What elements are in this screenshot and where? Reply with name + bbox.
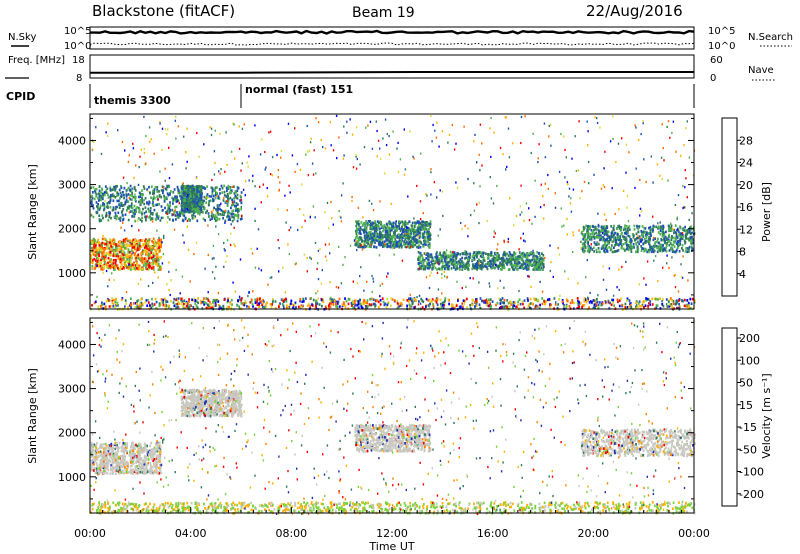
power-echo-region-5	[580, 224, 696, 254]
velocity-ytick-1000: 1000	[58, 471, 86, 484]
velocity-echo-region-3	[580, 428, 696, 458]
nsky-series-line	[90, 29, 695, 35]
noise-panel: N.Sky 10^5 10^0 10^5 10^0 N.Search	[8, 26, 793, 52]
power-ylabel: Slant Range [km]	[26, 164, 39, 260]
power-echo-region-4	[417, 250, 545, 271]
velocity-colorbar-tick-3: 15	[739, 399, 753, 412]
nsearch-label: N.Search	[748, 32, 793, 43]
power-ytick-2000: 2000	[58, 223, 86, 236]
velocity-ytick-3000: 3000	[58, 383, 86, 396]
noise-ytick-right-bottom: 10^0	[708, 41, 735, 52]
power-colorbar-tick-4: 20	[739, 179, 753, 192]
nave-label: Nave	[748, 65, 774, 76]
freq-ytick-top: 18	[72, 55, 85, 66]
power-sparse-echoes	[90, 114, 695, 312]
velocity-colorbar-tick-1: 100	[739, 354, 760, 367]
velocity-panel: 1000 2000 3000 4000 00:00 04:00 08:00 12:00 16:…	[26, 317, 773, 553]
power-panel: 1000 2000 3000 4000 Slant Range [km] 4 8 12 16…	[26, 113, 773, 312]
power-echo-region-1	[90, 184, 243, 223]
power-colorbar-tick-2: 12	[739, 223, 753, 236]
velocity-echo-region-2	[354, 423, 432, 453]
freq-ytick-bottom: 8	[76, 73, 82, 84]
time-xtick-2: 08:00	[275, 527, 307, 540]
time-xtick-4: 16:00	[477, 527, 509, 540]
velocity-colorbar-tick-0: 200	[739, 332, 760, 345]
time-xtick-5: 20:00	[577, 527, 609, 540]
power-ytick-3000: 3000	[58, 179, 86, 192]
power-echo-region-2	[180, 184, 203, 214]
frequency-series-line	[90, 71, 694, 74]
power-colorbar-tick-1: 8	[739, 246, 746, 259]
time-xlabel: Time UT	[368, 540, 414, 553]
power-colorbar-label: Power [dB]	[760, 182, 773, 242]
velocity-colorbar-tick-7: -200	[739, 488, 764, 501]
noise-ytick-right-top: 10^5	[708, 26, 735, 37]
power-echo-region-3	[354, 219, 432, 249]
power-colorbar-tick-0: 4	[739, 268, 746, 281]
velocity-ylabel: Slant Range [km]	[26, 368, 39, 464]
cpid-segment-normal: normal (fast) 151	[245, 83, 353, 96]
power-colorbar-tick-3: 16	[739, 201, 753, 214]
power-colorbar-tick-5: 24	[739, 157, 753, 170]
velocity-ytick-2000: 2000	[58, 427, 86, 440]
velocity-colorbar-tick-2: 50	[739, 377, 753, 390]
nave-ytick-top: 60	[710, 55, 723, 66]
noise-ytick-left-bottom: 10^0	[64, 41, 91, 52]
velocity-colorbar-tick-5: -50	[739, 443, 757, 456]
cpid-panel: CPID themis 3300 normal (fast) 151	[6, 83, 695, 108]
power-ytick-1000: 1000	[58, 267, 86, 280]
date-title: 22/Aug/2016	[586, 2, 683, 20]
time-xtick-0: 00:00	[74, 527, 106, 540]
velocity-colorbar-label: Velocity [m s⁻¹]	[760, 373, 773, 458]
power-ytick-4000: 4000	[58, 134, 86, 147]
noise-ytick-left-top: 10^5	[64, 26, 91, 37]
cpid-segment-themis: themis 3300	[94, 94, 171, 107]
frequency-panel: Freq. [MHz] 18 8 60 0 Nave	[5, 54, 776, 84]
velocity-echo-region-1	[180, 388, 243, 418]
time-xtick-6: 00:00	[678, 527, 710, 540]
nsky-label: N.Sky	[8, 32, 36, 43]
velocity-sparse-echoes	[90, 318, 696, 516]
time-xtick-1: 04:00	[175, 527, 207, 540]
power-colorbar-tick-6: 28	[739, 134, 753, 147]
nave-ytick-bottom: 0	[710, 73, 716, 84]
velocity-colorbar-tick-4: -15	[739, 421, 757, 434]
nsearch-series-line	[89, 42, 695, 46]
velocity-ytick-4000: 4000	[58, 338, 86, 351]
velocity-colorbar-tick-6: -100	[739, 466, 764, 479]
time-xtick-3: 12:00	[376, 527, 408, 540]
freq-label: Freq. [MHz]	[8, 55, 65, 66]
velocity-echo-region-0	[90, 441, 163, 475]
cpid-label: CPID	[6, 90, 35, 103]
beam-title: Beam 19	[352, 5, 415, 21]
power-echo-region-0	[90, 237, 163, 271]
station-title: Blackstone (fitACF)	[92, 2, 235, 20]
